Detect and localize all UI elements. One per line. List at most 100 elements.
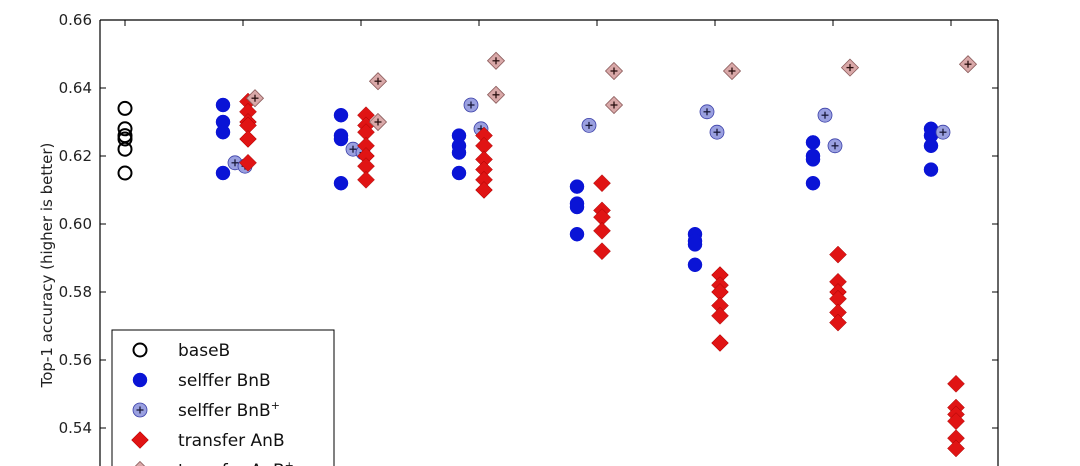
marker-shape [132,342,148,358]
point-diamond-plus [604,61,624,81]
point-diamond-plus [604,95,624,115]
point-circle-plus [827,138,843,154]
legend-label: transfer AnB+ [178,459,294,466]
legend-marker-diamond [131,431,149,449]
marker-shape [923,162,939,177]
point-circle [805,152,821,167]
point-circle [923,138,939,154]
y-tick-label: 0.62 [59,147,92,165]
point-circle-plus [709,124,725,140]
point-diamond-plus [368,72,388,91]
point-diamond [357,170,375,189]
marker-shape [215,97,231,113]
marker-shape [923,138,939,154]
point-diamond-plus [840,58,860,77]
marker-shape [829,313,847,332]
point-diamond [593,242,611,261]
point-diamond [711,334,729,352]
marker-shape [239,130,257,148]
point-diamond [239,130,257,148]
point-diamond-plus [368,112,388,132]
legend-superscript: + [271,399,280,412]
marker-shape [451,145,467,160]
point-circle [923,162,939,177]
marker-shape [805,175,821,191]
axes: 0.54 0.56 0.58 0.60 0.62 0.64 0.66 [59,11,999,466]
point-circle-plus [817,107,833,123]
point-circle [333,131,349,147]
legend-entry: baseB [132,341,230,361]
marker-shape [132,372,148,388]
y-tick-label: 0.56 [59,351,92,369]
marker-shape [569,226,585,242]
point-diamond [947,439,965,458]
legend-marker-circle [132,372,148,388]
legend-entry: selffer BnB+ [132,399,280,421]
marker-shape [711,334,729,352]
marker-shape [333,175,349,191]
marker-shape [947,374,965,393]
point-diamond-plus [722,61,742,81]
marker-shape [475,181,493,199]
point-circle-plus [463,97,479,113]
point-diamond [947,374,965,393]
legend-entry: selffer BnB [132,371,271,391]
point-circle [215,124,231,140]
legend: baseB selffer BnB selffer BnB+ transfer AnB… [111,329,335,466]
marker-shape [687,237,703,252]
marker-shape [569,179,585,194]
legend-label: selffer BnB+ [178,399,280,421]
point-diamond-plus [958,55,978,74]
marker-shape [215,124,231,140]
y-tick-label: 0.64 [59,79,92,97]
point-diamond [829,313,847,332]
point-circle [451,165,467,181]
marker-shape [215,165,231,181]
marker-shape [117,131,133,147]
point-open-circle [117,131,133,147]
point-circle [333,175,349,191]
legend-superscript: + [285,459,294,466]
point-diamond [593,174,611,193]
point-circle [569,179,585,194]
point-circle [687,257,703,273]
point-circle [215,165,231,181]
point-circle [687,237,703,252]
point-diamond [239,153,257,172]
point-diamond-plus [245,89,265,108]
point-diamond [593,221,611,240]
point-open-circle [117,165,133,181]
legend-box [111,329,335,466]
point-open-circle [117,121,133,137]
point-diamond [829,245,847,264]
y-tick-label: 0.58 [59,283,92,301]
marker-shape [134,460,146,466]
legend-entry: transfer AnB [131,431,285,451]
marker-shape [333,107,349,123]
legend-label: baseB [178,341,230,361]
marker-shape [117,165,133,181]
point-diamond-plus [486,51,506,70]
point-circle-plus [699,104,715,120]
point-open-circle [117,100,133,116]
point-circle [805,175,821,191]
point-circle-plus [935,124,951,140]
marker-shape [117,141,133,157]
y-tick-label: 0.66 [59,11,92,29]
marker-shape [687,257,703,273]
point-diamond-plus [486,85,506,104]
point-circle [333,107,349,123]
point-circle [215,97,231,113]
marker-shape [947,439,965,458]
marker-shape [333,131,349,147]
marker-shape [593,221,611,240]
data-points [117,51,978,458]
marker-shape [117,100,133,116]
marker-shape [569,199,585,215]
marker-shape [239,153,257,172]
legend-marker-open-circle [132,342,148,358]
y-tick-label: 0.60 [59,215,92,233]
legend-marker-diamond-plus [134,460,146,466]
marker-shape [357,170,375,189]
